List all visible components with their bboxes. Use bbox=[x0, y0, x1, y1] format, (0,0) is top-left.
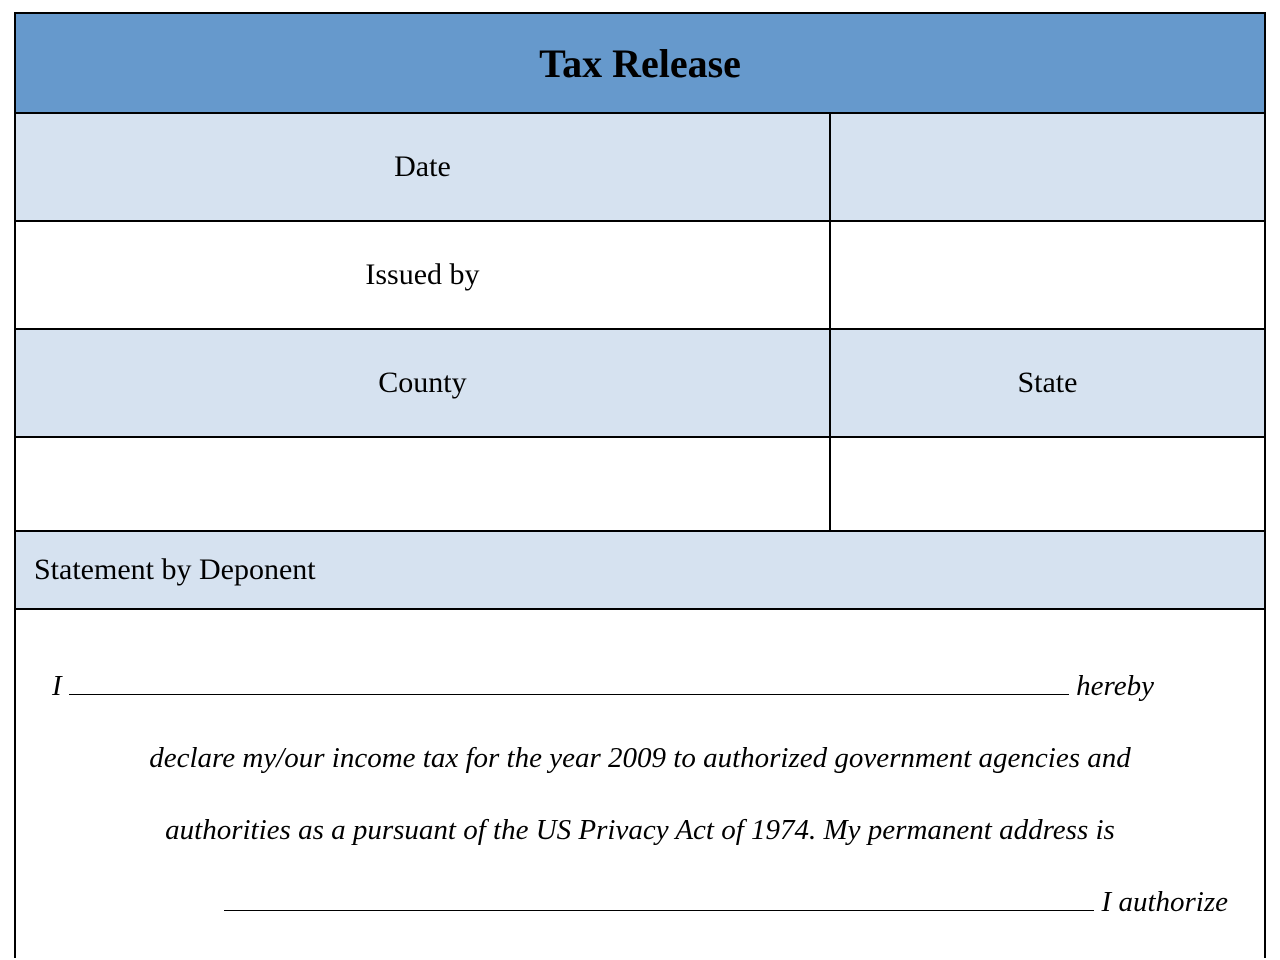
tax-release-form: Tax Release Date Issued by County State … bbox=[14, 12, 1266, 958]
issued-by-label: Issued by bbox=[15, 221, 830, 329]
state-value[interactable] bbox=[830, 437, 1265, 531]
name-blank-line[interactable] bbox=[69, 665, 1069, 695]
date-label: Date bbox=[15, 113, 830, 221]
county-value[interactable] bbox=[15, 437, 830, 531]
address-blank-line[interactable] bbox=[224, 881, 1094, 911]
statement-section-header: Statement by Deponent bbox=[15, 531, 1265, 609]
statement-body: I hereby declare my/our income tax for t… bbox=[15, 609, 1265, 958]
stmt-prefix-i: I bbox=[52, 670, 69, 702]
issued-by-value[interactable] bbox=[830, 221, 1265, 329]
state-label: State bbox=[830, 329, 1265, 437]
stmt-line-3: authorities as a pursuant of the US Priv… bbox=[52, 794, 1228, 866]
date-value[interactable] bbox=[830, 113, 1265, 221]
stmt-suffix-hereby: hereby bbox=[1069, 670, 1154, 702]
county-label: County bbox=[15, 329, 830, 437]
stmt-suffix-authorize: I authorize bbox=[1094, 886, 1228, 918]
stmt-line-2: declare my/our income tax for the year 2… bbox=[52, 722, 1228, 794]
form-title: Tax Release bbox=[15, 13, 1265, 113]
